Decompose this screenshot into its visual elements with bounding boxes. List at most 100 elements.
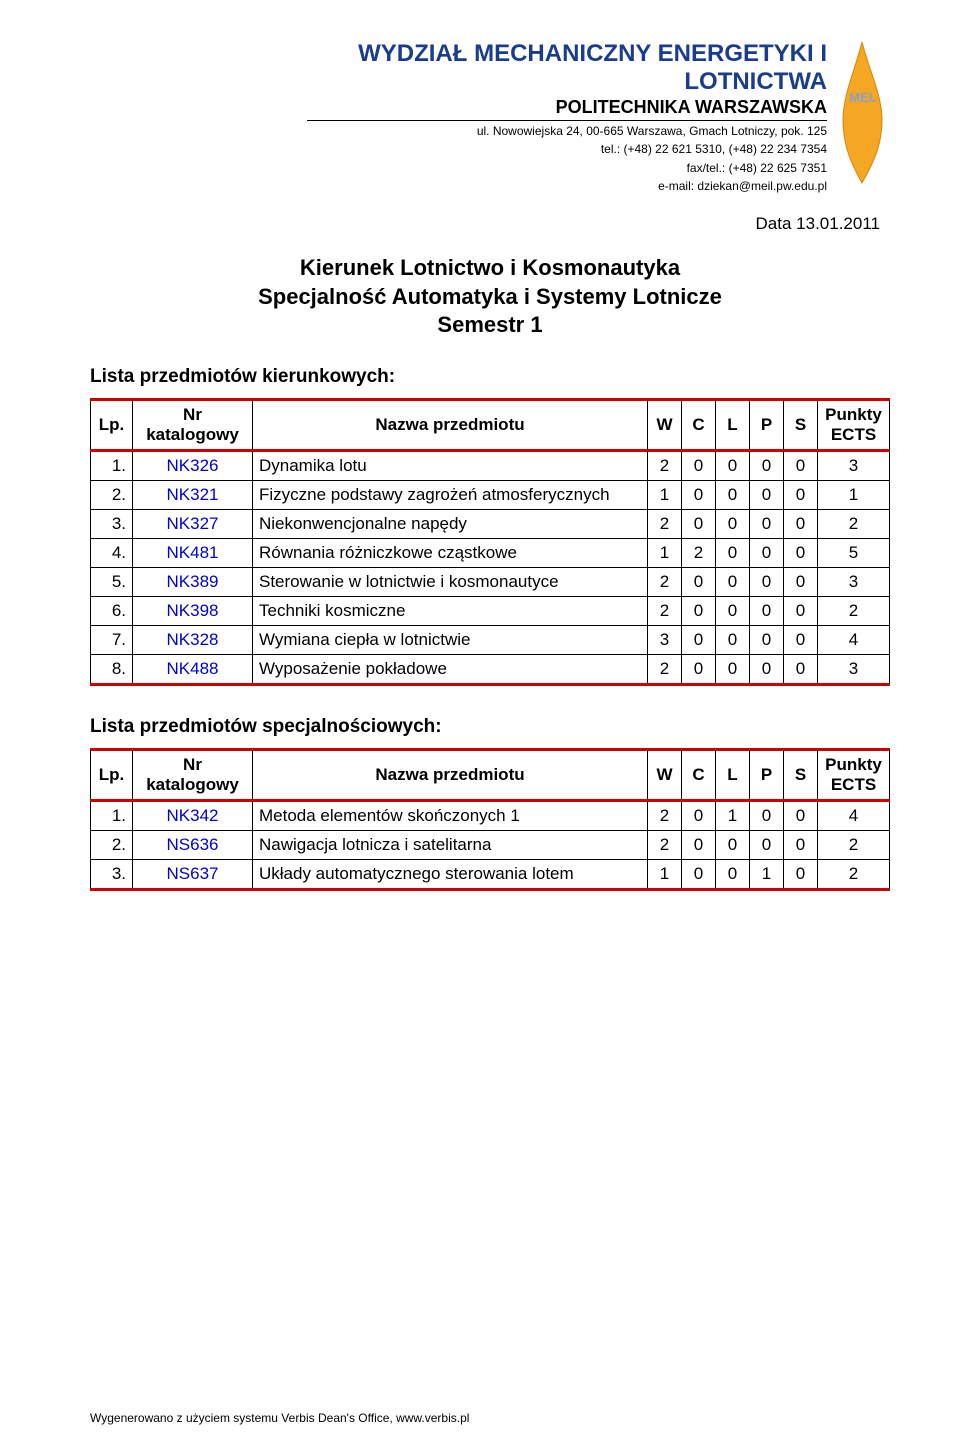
cell-code: NK326 (133, 450, 253, 480)
cell-w: 1 (648, 538, 682, 567)
title-line-2: Specjalność Automatyka i Systemy Lotnicz… (90, 283, 890, 312)
cell-c: 0 (682, 859, 716, 889)
cell-ects: 5 (818, 538, 890, 567)
cell-p: 0 (750, 625, 784, 654)
cell-ects: 2 (818, 830, 890, 859)
cell-l: 0 (716, 480, 750, 509)
cell-l: 0 (716, 625, 750, 654)
cell-c: 0 (682, 567, 716, 596)
title-block: Kierunek Lotnictwo i Kosmonautyka Specja… (90, 254, 890, 340)
cell-l: 0 (716, 538, 750, 567)
table-row: 5.NK389Sterowanie w lotnictwie i kosmona… (91, 567, 890, 596)
cell-w: 2 (648, 654, 682, 684)
cell-w: 1 (648, 480, 682, 509)
cell-code: NS637 (133, 859, 253, 889)
th-w: W (648, 749, 682, 800)
section-heading-2: Lista przedmiotów specjalnościowych: (90, 716, 890, 738)
cell-l: 1 (716, 800, 750, 830)
cell-w: 1 (648, 859, 682, 889)
table-header-row: Lp. Nr katalogowy Nazwa przedmiotu W C L… (91, 749, 890, 800)
cell-ects: 4 (818, 625, 890, 654)
th-p: P (750, 399, 784, 450)
cell-ects: 3 (818, 567, 890, 596)
department-name: WYDZIAŁ MECHANICZNY ENERGETYKI I LOTNICT… (307, 40, 827, 95)
th-c: C (682, 749, 716, 800)
address-line-2: tel.: (+48) 22 621 5310, (+48) 22 234 73… (307, 141, 827, 157)
cell-w: 2 (648, 596, 682, 625)
cell-p: 0 (750, 830, 784, 859)
th-l: L (716, 749, 750, 800)
cell-s: 0 (784, 596, 818, 625)
table-row: 1.NK342Metoda elementów skończonych 1201… (91, 800, 890, 830)
cell-lp: 2. (91, 830, 133, 859)
cell-name: Dynamika lotu (253, 450, 648, 480)
cell-c: 0 (682, 480, 716, 509)
cell-lp: 3. (91, 509, 133, 538)
cell-s: 0 (784, 625, 818, 654)
cell-lp: 5. (91, 567, 133, 596)
cell-c: 0 (682, 450, 716, 480)
cell-p: 0 (750, 596, 784, 625)
cell-lp: 8. (91, 654, 133, 684)
cell-name: Nawigacja lotnicza i satelitarna (253, 830, 648, 859)
cell-ects: 3 (818, 654, 890, 684)
course-table-1: Lp. Nr katalogowy Nazwa przedmiotu W C L… (90, 398, 890, 686)
title-line-1: Kierunek Lotnictwo i Kosmonautyka (90, 254, 890, 283)
header-block: WYDZIAŁ MECHANICZNY ENERGETYKI I LOTNICT… (90, 40, 890, 194)
cell-name: Niekonwencjonalne napędy (253, 509, 648, 538)
cell-s: 0 (784, 800, 818, 830)
cell-ects: 2 (818, 859, 890, 889)
cell-s: 0 (784, 509, 818, 538)
university-name: POLITECHNIKA WARSZAWSKA (307, 97, 827, 121)
th-name: Nazwa przedmiotu (253, 749, 648, 800)
cell-name: Sterowanie w lotnictwie i kosmonautyce (253, 567, 648, 596)
cell-p: 0 (750, 800, 784, 830)
table-row: 7.NK328Wymiana ciepła w lotnictwie300004 (91, 625, 890, 654)
section-heading-1: Lista przedmiotów kierunkowych: (90, 366, 890, 388)
cell-l: 0 (716, 509, 750, 538)
table-row: 6.NK398Techniki kosmiczne200002 (91, 596, 890, 625)
table-row: 2.NK321Fizyczne podstawy zagrożeń atmosf… (91, 480, 890, 509)
cell-l: 0 (716, 654, 750, 684)
th-l: L (716, 399, 750, 450)
cell-c: 0 (682, 509, 716, 538)
cell-lp: 1. (91, 800, 133, 830)
cell-s: 0 (784, 538, 818, 567)
cell-name: Układy automatycznego sterowania lotem (253, 859, 648, 889)
cell-ects: 2 (818, 509, 890, 538)
cell-code: NK389 (133, 567, 253, 596)
table-row: 2.NS636Nawigacja lotnicza i satelitarna2… (91, 830, 890, 859)
table-row: 3.NS637Układy automatycznego sterowania … (91, 859, 890, 889)
cell-p: 0 (750, 450, 784, 480)
cell-s: 0 (784, 450, 818, 480)
cell-lp: 2. (91, 480, 133, 509)
cell-c: 2 (682, 538, 716, 567)
cell-w: 2 (648, 509, 682, 538)
th-code: Nr katalogowy (133, 399, 253, 450)
cell-l: 0 (716, 450, 750, 480)
cell-p: 0 (750, 509, 784, 538)
cell-p: 0 (750, 654, 784, 684)
cell-code: NS636 (133, 830, 253, 859)
address-line-3: fax/tel.: (+48) 22 625 7351 (307, 160, 827, 176)
table-header-row: Lp. Nr katalogowy Nazwa przedmiotu W C L… (91, 399, 890, 450)
cell-p: 0 (750, 538, 784, 567)
th-lp: Lp. (91, 399, 133, 450)
cell-code: NK488 (133, 654, 253, 684)
cell-p: 0 (750, 480, 784, 509)
cell-name: Metoda elementów skończonych 1 (253, 800, 648, 830)
cell-lp: 1. (91, 450, 133, 480)
th-name: Nazwa przedmiotu (253, 399, 648, 450)
cell-lp: 3. (91, 859, 133, 889)
cell-w: 2 (648, 450, 682, 480)
cell-l: 0 (716, 567, 750, 596)
cell-w: 2 (648, 830, 682, 859)
cell-s: 0 (784, 830, 818, 859)
th-s: S (784, 749, 818, 800)
table-row: 8.NK488Wyposażenie pokładowe200003 (91, 654, 890, 684)
mel-logo-icon: MEL (835, 40, 890, 185)
th-s: S (784, 399, 818, 450)
th-w: W (648, 399, 682, 450)
cell-code: NK321 (133, 480, 253, 509)
cell-s: 0 (784, 859, 818, 889)
